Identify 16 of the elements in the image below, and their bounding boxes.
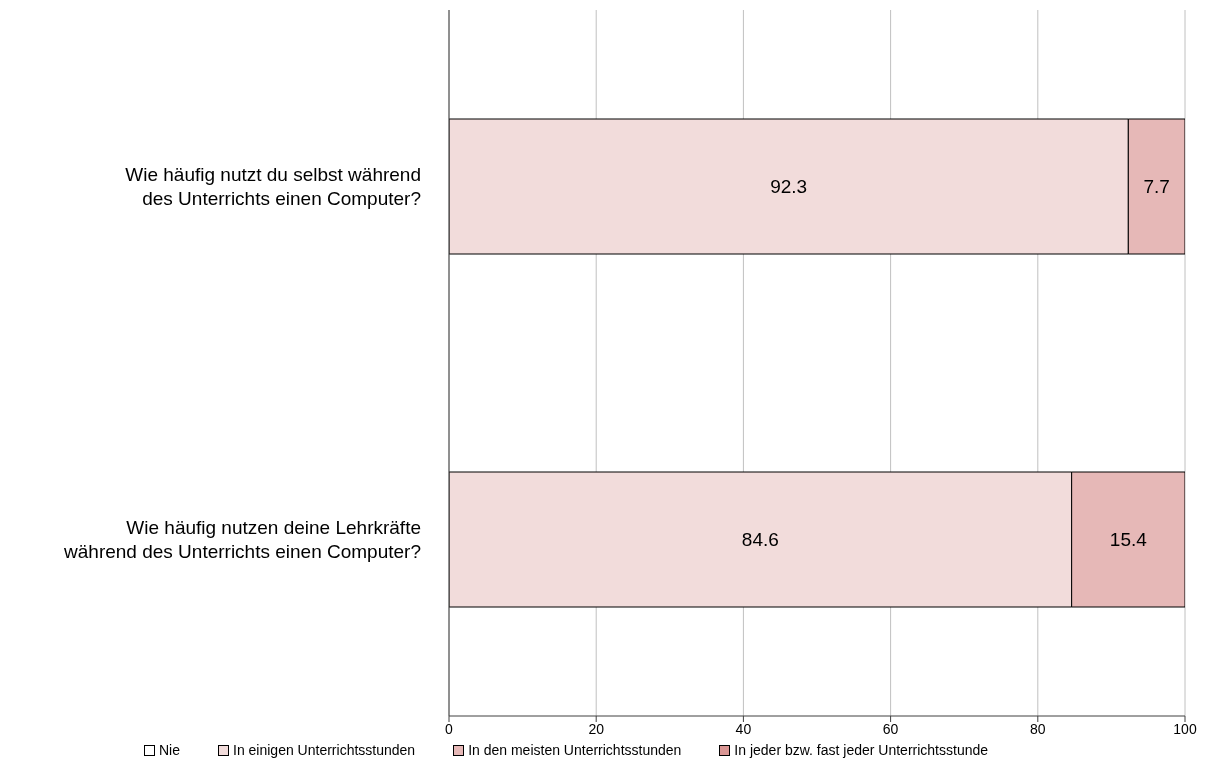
data-label: 92.3 [770,176,808,198]
x-tick-label: 40 [735,720,752,737]
legend-label: In den meisten Unterrichtsstunden [467,742,682,758]
x-tick-label: 20 [588,720,605,737]
legend-label: In jeder bzw. fast jeder Unterrichtsstunde [733,742,989,758]
x-tick-label: 0 [445,720,454,737]
data-label: 84.6 [741,529,779,551]
x-tick-label: 100 [1173,720,1197,737]
legend-label: Nie [158,742,181,758]
legend-label: In einigen Unterrichtsstunden [232,742,416,758]
x-tick-label: 60 [882,720,899,737]
y-tick-label: Wie häufig nutzt du selbst während des Unterrichts einen Computer? [125,163,421,209]
data-label: 7.7 [1143,176,1170,198]
x-tick-label: 80 [1030,720,1046,737]
data-label: 15.4 [1109,529,1148,551]
y-tick-label: Wie häufig nutzen deine Lehrkräfte während des Unterrichts einen Computer? [63,516,421,562]
